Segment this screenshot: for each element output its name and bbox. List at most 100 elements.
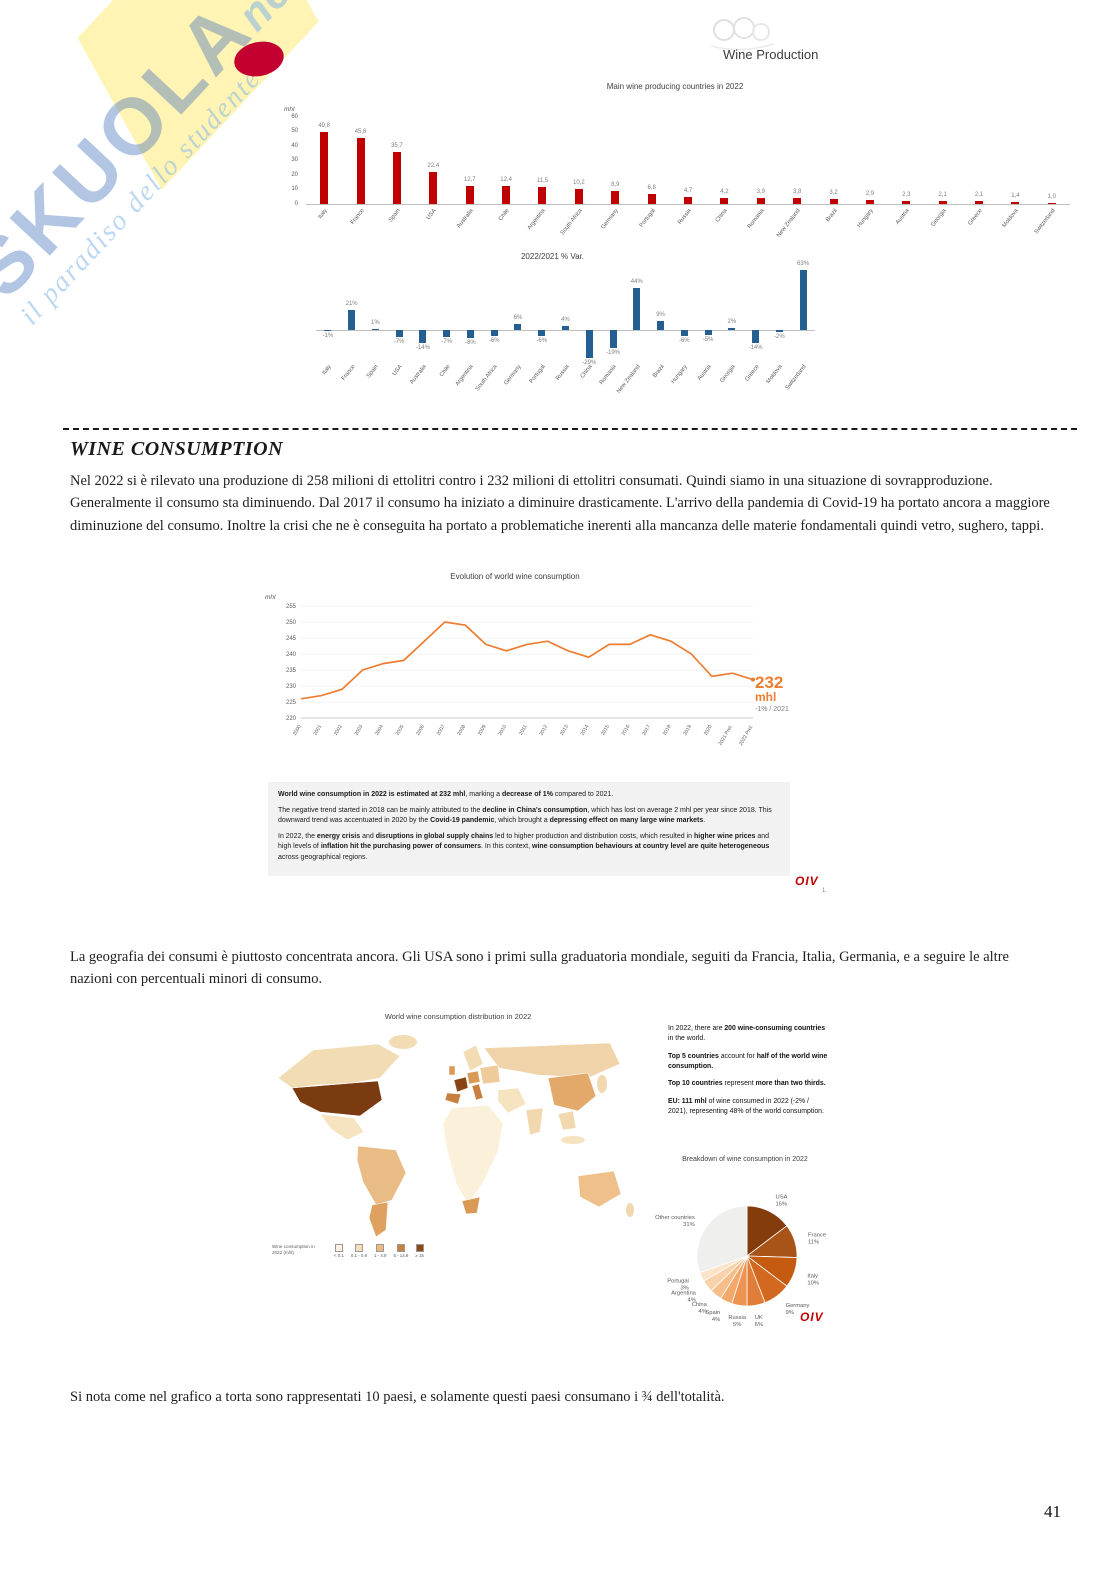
x-category-label: Spain (387, 208, 402, 224)
bar (799, 270, 807, 330)
bold-text: disruptions in global supply chains (375, 832, 494, 840)
bar (538, 330, 546, 336)
chart3-unit-label: mhl (265, 594, 276, 601)
svg-text:2013: 2013 (559, 724, 570, 737)
bar (585, 330, 593, 358)
chart2-plot: -1% Italy 21% France 1% Spain -7% USA -14% Austra… (280, 261, 825, 412)
pie-label: France 11% (808, 1233, 826, 1246)
svg-text:2017: 2017 (641, 724, 652, 737)
x-category-label: New Zealand (776, 208, 802, 239)
x-category-label: Argentina (527, 208, 548, 232)
bar-value-label: -29% (582, 359, 597, 366)
pie-label: Russia 5% (728, 1315, 746, 1328)
bar (429, 171, 438, 204)
bar-value-label: 2,9 (865, 190, 875, 197)
y-tick-label: 60 (291, 113, 298, 120)
annotation-unit: mhl (755, 690, 777, 704)
svg-text:2005: 2005 (395, 724, 406, 737)
x-category-label: Russia (677, 208, 693, 226)
bar-value-label: -6% (488, 337, 500, 344)
page-number: 41 (1044, 1502, 1061, 1521)
bold-text: energy crisis (316, 832, 361, 840)
x-category-label: Portugal (638, 208, 657, 229)
x-category-label: Portugal (528, 364, 547, 385)
pie-label: Germany 9% (786, 1303, 810, 1316)
bar-value-label: 4,7 (683, 188, 693, 195)
text: , marking a (465, 791, 502, 798)
consumption-note-box: World wine consumption in 2022 is estima… (268, 782, 790, 876)
bar-value-label: 2,3 (902, 191, 911, 198)
bar-value-label: 11,5 (536, 178, 549, 185)
bold-text: Covid-19 pandemic (430, 817, 495, 824)
pie-label: UK 6% (755, 1315, 763, 1328)
x-category-label: Romania (746, 208, 766, 230)
x-category-label: Italy (317, 208, 329, 221)
note-line-3: In 2022, the energy crisis and disruptio… (278, 832, 780, 864)
legend-item: < 0.1 (334, 1244, 344, 1258)
pie-label: Argentina 4% (671, 1291, 697, 1304)
bar-value-label: -2% (774, 333, 785, 340)
x-category-label: Switzerland (784, 364, 808, 392)
oiv-logo-text-2: OIV (800, 1310, 824, 1324)
paragraph-pie-comment: Si nota come nel grafico a torta sono ra… (70, 1389, 725, 1405)
chart1-unit-label: mhl (284, 106, 295, 113)
legend-label: 5 - 14.9 (393, 1253, 409, 1258)
x-category-label: Moldova (1001, 208, 1021, 229)
x-category-label: USA (425, 208, 439, 222)
bar (975, 200, 984, 204)
x-category-label: Georgia (929, 208, 948, 228)
bar (902, 200, 911, 204)
bold-text: decrease of 1% (501, 791, 553, 798)
note-line-2: The negative trend started in 2018 can b… (278, 806, 780, 827)
x-category-label: Brazil (651, 364, 666, 380)
map-title: World wine consumption distribution in 2… (384, 1012, 532, 1021)
bar (611, 191, 620, 204)
bar-value-label: 63% (797, 261, 810, 268)
svg-text:2012: 2012 (539, 724, 550, 737)
oiv-footnote: 1. (822, 888, 828, 894)
text: and high levels of (278, 832, 770, 851)
x-category-label: Argentina (455, 364, 476, 388)
page-header-title: Wine Production (723, 47, 819, 62)
svg-text:245: 245 (286, 636, 297, 642)
bar (490, 330, 498, 336)
pie-label: Italy 10% (807, 1273, 819, 1286)
text: led to higher production and distributio… (493, 832, 694, 840)
line-svg: 220 225 230 235 240 245 250 255 2000 2001 2002 2003… (286, 604, 755, 747)
bold-text: higher wine prices (693, 832, 756, 840)
pie-title: Breakdown of wine consumption in 2022 (682, 1156, 808, 1163)
text: account for (718, 1052, 757, 1060)
svg-text:2018: 2018 (662, 724, 673, 737)
bar-value-label: 1,4 (1011, 192, 1020, 199)
svg-text:2011: 2011 (518, 724, 529, 737)
chart1-title: Main wine producing countries in 2022 (606, 82, 744, 91)
legend-label: < 0.1 (334, 1253, 344, 1258)
bar-value-label: -5% (702, 336, 714, 343)
svg-text:220: 220 (286, 716, 297, 722)
svg-text:2003: 2003 (354, 724, 365, 737)
bar (752, 330, 760, 344)
fact-line-3: Top 10 countries represent more than two… (668, 1079, 828, 1089)
text: compared to 2021. (552, 791, 614, 798)
pie-slice-other-countries (696, 1205, 748, 1274)
bold-text: inflation hit the purchasing power of co… (320, 843, 482, 850)
x-category-label: China (715, 208, 730, 224)
bar-value-label: -1% (322, 332, 334, 339)
x-category-label: Chile (438, 364, 452, 379)
bar (829, 199, 838, 204)
pie-label: USA 15% (776, 1195, 788, 1208)
map-facts-box: In 2022, there are 200 wine-consuming co… (668, 1024, 828, 1125)
oiv-logo-text: OIV (795, 874, 819, 888)
bold-text: Top 10 countries (668, 1080, 723, 1088)
paragraph-production-vs-consumption: Nel 2022 si è rilevato una produzione di… (70, 473, 1050, 534)
x-axis-line (316, 330, 815, 331)
bar-value-label: 12,7 (463, 176, 476, 183)
svg-text:2006: 2006 (415, 724, 426, 737)
text: of wine consumed in 2022 (-2% / 2021), r… (668, 1097, 824, 1116)
svg-text:2016: 2016 (621, 724, 632, 737)
bar-value-label: 21% (345, 301, 358, 308)
x-category-label: Hungary (670, 364, 690, 385)
y-tick-label: 50 (291, 128, 298, 134)
x-category-label: South Africa (474, 364, 499, 393)
legend-item: 1 - 4.9 (374, 1244, 386, 1258)
